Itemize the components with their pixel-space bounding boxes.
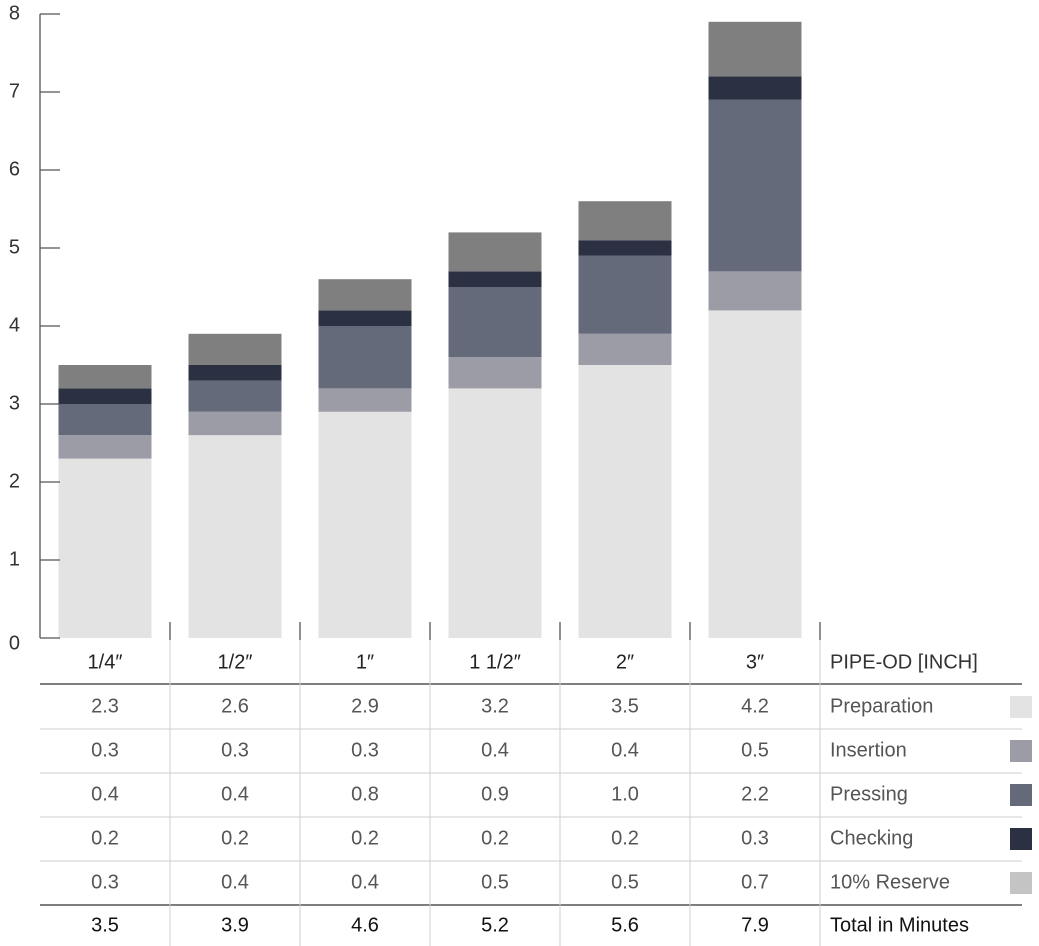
data-label: 2.6: [221, 695, 249, 717]
bar-segment: [448, 287, 542, 358]
category-label: 1/2″: [218, 651, 253, 673]
legend-swatch: [1010, 784, 1032, 806]
total-label: 5.2: [481, 914, 509, 936]
legend-swatch: [1010, 696, 1032, 718]
data-label: 0.2: [611, 827, 639, 849]
y-tick-label: 0: [9, 632, 20, 654]
bar-segment: [318, 388, 412, 412]
data-label: 4.2: [741, 695, 769, 717]
data-label: 0.4: [221, 783, 249, 805]
total-label: 7.9: [741, 914, 769, 936]
bar-segment: [188, 411, 282, 436]
legend-label: 10% Reserve: [830, 871, 950, 893]
data-label: 3.2: [481, 695, 509, 717]
bar-segment: [708, 76, 802, 100]
data-label: 2.2: [741, 783, 769, 805]
bar-segment: [58, 365, 152, 389]
bar-segment: [188, 333, 282, 365]
data-label: 0.2: [91, 827, 119, 849]
data-label: 2.9: [351, 695, 379, 717]
bar-segment: [448, 357, 542, 389]
data-label: 0.4: [221, 871, 249, 893]
bar-segment: [448, 388, 542, 638]
data-label: 0.4: [611, 739, 639, 761]
data-label: 0.3: [741, 827, 769, 849]
data-label: 0.2: [351, 827, 379, 849]
legend-swatch: [1010, 740, 1032, 762]
y-tick-label: 1: [9, 548, 20, 570]
data-label: 0.4: [91, 783, 119, 805]
bar-segment: [578, 365, 672, 638]
total-label: 3.5: [91, 914, 119, 936]
bars: [58, 21, 802, 638]
bar-segment: [708, 99, 802, 272]
y-tick-label: 6: [9, 158, 20, 180]
data-label: 0.7: [741, 871, 769, 893]
data-label: 0.3: [91, 739, 119, 761]
legend-label: Checking: [830, 827, 913, 849]
category-label: 2″: [616, 651, 634, 673]
category-label: 1/4″: [88, 651, 123, 673]
y-tick-label: 2: [9, 470, 20, 492]
data-label: 0.3: [221, 739, 249, 761]
bar-segment: [58, 435, 152, 459]
total-label: 3.9: [221, 914, 249, 936]
table-grid: [40, 622, 1022, 946]
bar-segment: [578, 333, 672, 365]
data-label: 0.3: [351, 739, 379, 761]
data-label: 0.9: [481, 783, 509, 805]
bar-segment: [708, 21, 802, 77]
y-tick-label: 5: [9, 236, 20, 258]
legend-label: Insertion: [830, 739, 907, 761]
y-tick-label: 4: [9, 314, 20, 336]
bar-segment: [58, 404, 152, 436]
bar-segment: [448, 271, 542, 287]
data-label: 0.8: [351, 783, 379, 805]
bar-segment: [318, 411, 412, 638]
bar-segment: [188, 435, 282, 638]
y-tick-label: 8: [9, 2, 20, 24]
total-label: 4.6: [351, 914, 379, 936]
totals-row-label: Total in Minutes: [830, 914, 969, 936]
data-label: 2.3: [91, 695, 119, 717]
data-label: 0.4: [351, 871, 379, 893]
y-tick-label: 3: [9, 392, 20, 414]
legend-swatch: [1010, 828, 1032, 850]
x-axis-header: PIPE-OD [INCH]: [830, 651, 978, 673]
bar-segment: [578, 240, 672, 256]
category-label: 1 1/2″: [469, 651, 521, 673]
data-label: 0.4: [481, 739, 509, 761]
data-label: 1.0: [611, 783, 639, 805]
data-label: 0.5: [741, 739, 769, 761]
data-label: 0.2: [481, 827, 509, 849]
total-label: 5.6: [611, 914, 639, 936]
data-label: 0.5: [611, 871, 639, 893]
bar-segment: [318, 310, 412, 326]
legend-swatch: [1010, 872, 1032, 894]
bar-segment: [318, 326, 412, 389]
bar-segment: [448, 232, 542, 272]
data-label: 3.5: [611, 695, 639, 717]
bar-segment: [188, 380, 282, 412]
y-tick-label: 7: [9, 80, 20, 102]
bar-segment: [58, 388, 152, 404]
data-label: 0.2: [221, 827, 249, 849]
bar-segment: [578, 255, 672, 334]
legend-label: Preparation: [830, 695, 933, 717]
bar-segment: [58, 458, 152, 638]
y-axis: 0 1 2 3 4 5 6 7 8: [9, 2, 60, 654]
bar-segment: [708, 271, 802, 311]
legend-label: Pressing: [830, 783, 908, 805]
category-label: 3″: [746, 651, 764, 673]
data-label: 0.3: [91, 871, 119, 893]
bar-segment: [188, 365, 282, 381]
category-label: 1″: [356, 651, 374, 673]
bar-segment: [708, 310, 802, 638]
data-table: 1/4″ 1/2″ 1″ 1 1/2″ 2″ 3″ 2.3 2.6 2.9 3.2 3.5 4.2 Pr…: [88, 651, 1032, 936]
bar-segment: [318, 279, 412, 311]
bar-segment: [578, 201, 672, 241]
data-label: 0.5: [481, 871, 509, 893]
